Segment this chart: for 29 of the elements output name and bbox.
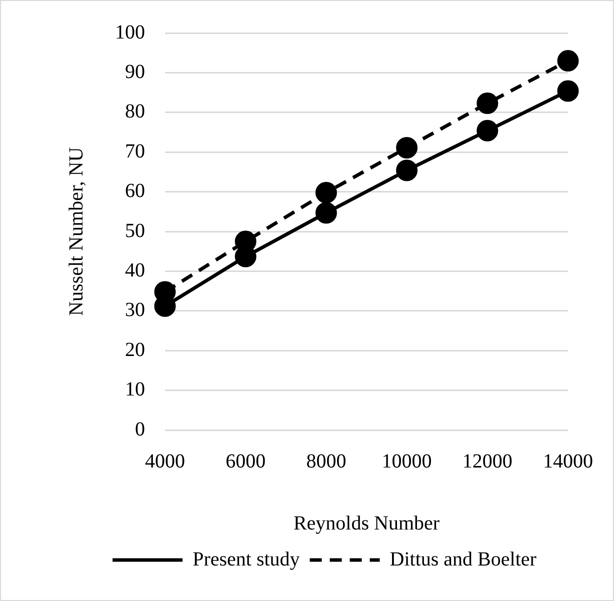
y-tick-label: 100 xyxy=(115,21,145,44)
y-tick-label: 70 xyxy=(125,140,145,162)
y-tick-label: 60 xyxy=(125,180,145,202)
point xyxy=(315,202,337,224)
y-axis-title: Nusselt Number, NU xyxy=(65,146,88,316)
x-tick-label: 14000 xyxy=(543,450,593,472)
x-tick-label: 12000 xyxy=(462,450,512,472)
point xyxy=(396,136,418,158)
y-tick-label: 90 xyxy=(125,60,145,83)
legend-label: Present study xyxy=(192,548,300,570)
y-tick-label: 0 xyxy=(135,418,145,440)
y-tick-label: 80 xyxy=(125,100,145,123)
y-tick-label: 50 xyxy=(125,220,145,242)
y-tick-label: 40 xyxy=(125,259,145,282)
point xyxy=(476,92,498,114)
x-tick-label: 10000 xyxy=(382,450,432,472)
point xyxy=(315,182,337,204)
legend-label: Dittus and Boelter xyxy=(390,548,537,570)
x-tick-label: 4000 xyxy=(145,450,185,472)
point xyxy=(476,120,498,142)
y-tick-label: 30 xyxy=(125,299,145,322)
y-tick-label: 10 xyxy=(125,378,145,401)
y-tick-label: 20 xyxy=(125,338,145,361)
x-tick-label: 8000 xyxy=(306,450,346,472)
point xyxy=(557,50,579,72)
point xyxy=(557,80,579,102)
point xyxy=(396,160,418,182)
x-tick-label: 6000 xyxy=(226,450,266,472)
x-axis-title: Reynolds Number xyxy=(293,512,440,534)
